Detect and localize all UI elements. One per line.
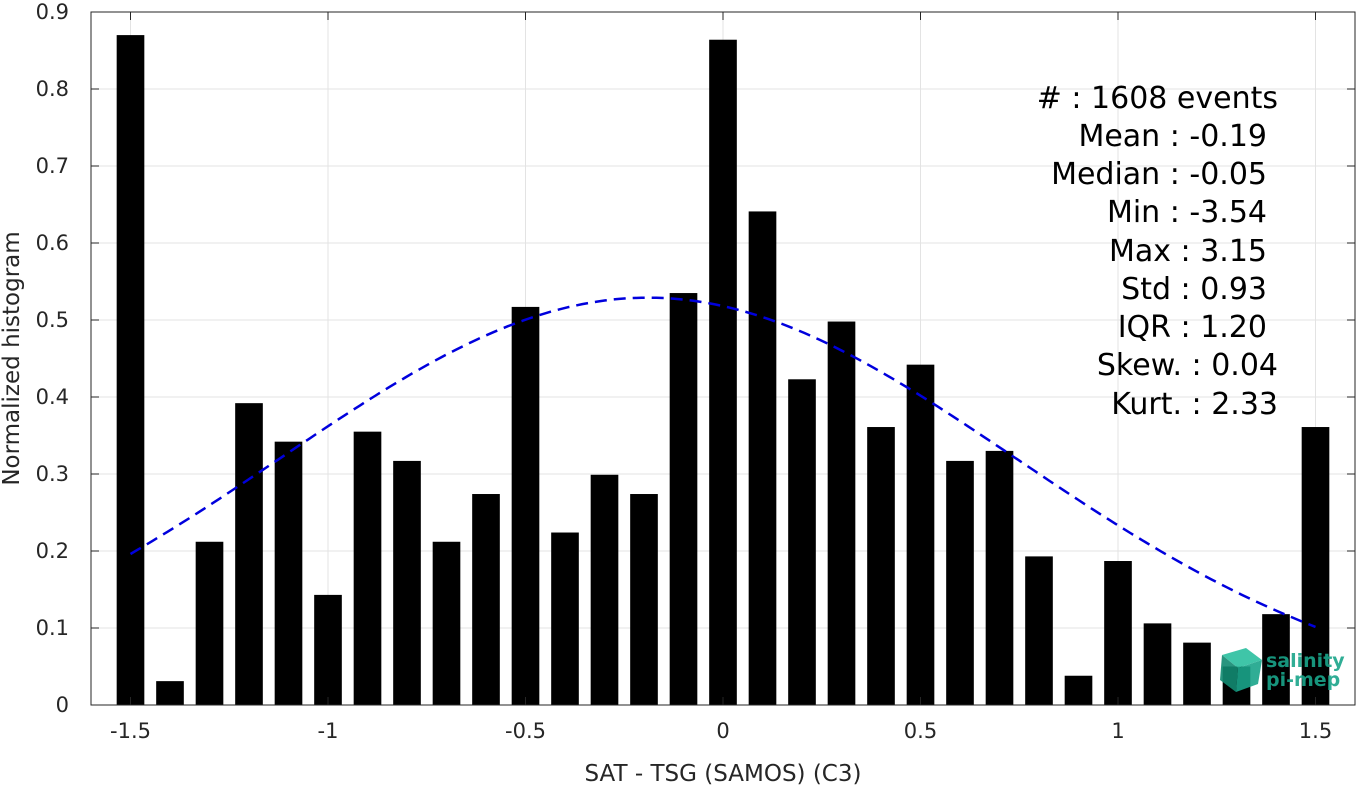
histogram-bar <box>867 427 895 705</box>
bars <box>116 35 1330 706</box>
histogram-bar <box>274 441 303 705</box>
y-tick-label: 0.4 <box>36 385 69 409</box>
stat-mean: Mean : -0.19 <box>1078 119 1267 154</box>
x-tick-label: -1.5 <box>110 719 151 743</box>
stat-max: Max : 3.15 <box>1109 234 1267 269</box>
y-tick-label: 0.9 <box>36 0 69 24</box>
stat-iqr: IQR : 1.20 <box>1118 310 1267 345</box>
y-tick-label: 0.6 <box>36 231 69 255</box>
histogram-bar <box>1301 427 1330 705</box>
histogram-bar <box>1104 561 1132 705</box>
statistics-box: # : 1608 events Mean : -0.19 Median : -0… <box>1037 81 1278 422</box>
histogram-bar <box>1143 623 1172 705</box>
histogram-bar <box>748 211 777 705</box>
histogram-bar <box>511 306 540 705</box>
histogram-bar <box>1064 675 1093 705</box>
stat-std: Std : 0.93 <box>1121 272 1267 307</box>
x-tick-label: 0.5 <box>904 719 937 743</box>
x-axis-label: SAT - TSG (SAMOS) (C3) <box>585 761 862 785</box>
x-axis-ticks: -1.5 -1 -0.5 0 0.5 1 1.5 <box>110 12 1332 743</box>
histogram-bar <box>195 541 224 705</box>
histogram-bar <box>985 450 1014 705</box>
x-tick-label: 0 <box>716 719 729 743</box>
histogram-bar <box>432 541 461 705</box>
y-tick-label: 0.7 <box>36 154 69 178</box>
gaussian-fit-curve <box>129 296 1316 629</box>
histogram-bar <box>314 594 342 705</box>
y-tick-label: 0.1 <box>36 616 69 640</box>
histogram-bar <box>116 35 145 706</box>
histogram-bar <box>669 293 698 705</box>
stat-events: # : 1608 events <box>1037 81 1278 116</box>
y-tick-label: 0.8 <box>36 77 69 101</box>
x-tick-label: -1 <box>318 719 339 743</box>
histogram-bar <box>353 431 382 705</box>
histogram-bar <box>827 321 856 705</box>
y-tick-label: 0.2 <box>36 539 69 563</box>
histogram-bar <box>906 364 935 705</box>
histogram-bar <box>630 494 658 705</box>
cube-logo-icon <box>1220 648 1262 692</box>
histogram-bar <box>1262 614 1290 705</box>
histogram-bar <box>551 532 579 705</box>
stat-kurt: Kurt. : 2.33 <box>1111 387 1278 422</box>
x-tick-label: -0.5 <box>505 719 546 743</box>
histogram-bar <box>235 403 263 705</box>
y-axis-label: Normalized histogram <box>0 231 25 485</box>
x-tick-label: 1.5 <box>1299 719 1332 743</box>
histogram-bar <box>946 460 974 705</box>
histogram-bar <box>393 460 421 705</box>
histogram-bar <box>472 494 500 705</box>
y-tick-label: 0.3 <box>36 462 69 486</box>
histogram-bar <box>709 39 737 706</box>
histogram-bar <box>1183 642 1211 705</box>
logo-line2: pi-mep <box>1266 669 1340 691</box>
histogram-bar <box>590 474 619 705</box>
salinity-pi-mep-logo: salinity pi-mep <box>1220 648 1345 692</box>
x-tick-label: 1 <box>1111 719 1124 743</box>
stat-skew: Skew. : 0.04 <box>1097 348 1278 383</box>
stat-median: Median : -0.05 <box>1051 157 1267 192</box>
histogram-bar <box>788 379 816 705</box>
y-axis-ticks: 0 0.1 0.2 0.3 0.4 0.5 0.6 0.7 0.8 0.9 <box>36 0 1355 717</box>
logo-line1: salinity <box>1266 650 1345 672</box>
stat-min: Min : -3.54 <box>1107 195 1267 230</box>
y-tick-label: 0.5 <box>36 308 69 332</box>
histogram-bar <box>1025 556 1053 705</box>
y-tick-label: 0 <box>56 693 69 717</box>
histogram-bar <box>156 681 184 705</box>
